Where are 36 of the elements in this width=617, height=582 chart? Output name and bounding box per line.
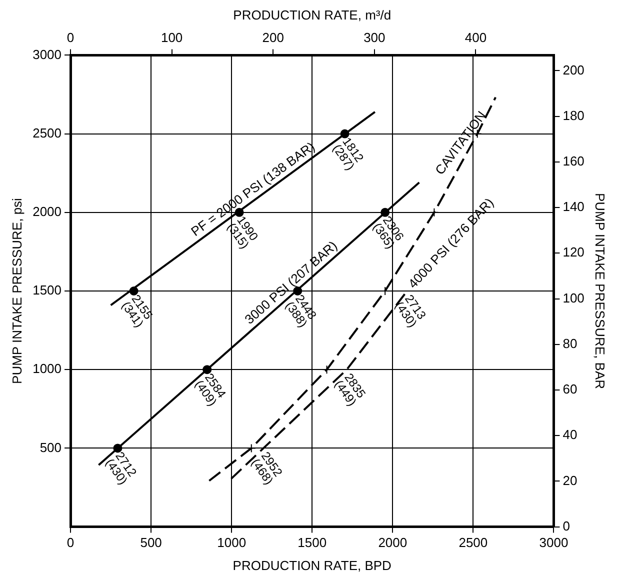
y2-tick-label: 60 [562, 382, 578, 397]
y2-tick-label: 200 [562, 62, 584, 78]
x2-axis-title: PRODUCTION RATE, m³/d [233, 7, 392, 22]
x-tick-label: 1500 [298, 535, 327, 550]
y2-tick-label: 100 [562, 290, 584, 306]
x-tick-label: 2000 [378, 535, 408, 550]
y-tick-label: 2500 [32, 125, 62, 140]
x-tick-label: 500 [140, 535, 162, 550]
x-axis-title: PRODUCTION RATE, BPD [232, 558, 392, 573]
x-tick-label: 1000 [217, 535, 246, 550]
point [430, 208, 439, 217]
point [322, 365, 332, 374]
x2-tick-label: 300 [364, 30, 386, 45]
y2-tick-label: 0 [562, 518, 570, 534]
y-tick-label: 500 [40, 440, 62, 455]
point [246, 444, 256, 453]
y-tick-label: 3000 [32, 46, 62, 62]
y2-tick-label: 120 [562, 244, 584, 260]
x2-tick-label: 400 [464, 30, 487, 45]
y2-tick-label: 40 [562, 427, 578, 442]
x2-tick-label: 200 [262, 30, 284, 45]
x2-tick-label: 100 [160, 30, 183, 45]
y2-tick-label: 180 [562, 108, 584, 123]
x2-tick-label: 0 [66, 30, 74, 45]
y2-axis-title: PUMP INTAKE PRESSURE, BAR [592, 192, 608, 390]
y-tick-label: 1500 [32, 282, 62, 298]
y2-tick-label: 140 [562, 199, 584, 214]
y2-tick-label: 160 [562, 154, 584, 169]
y-tick-label: 1000 [32, 361, 62, 376]
y-tick-label: 2000 [32, 204, 62, 219]
x-tick-label: 3000 [539, 535, 568, 550]
x-tick-label: 0 [66, 535, 74, 550]
y-axis-title: PUMP INTAKE PRESSURE, psi [9, 198, 24, 384]
y2-tick-label: 80 [562, 336, 578, 351]
x-tick-label: 2500 [458, 535, 488, 550]
y2-tick-label: 20 [562, 472, 578, 488]
